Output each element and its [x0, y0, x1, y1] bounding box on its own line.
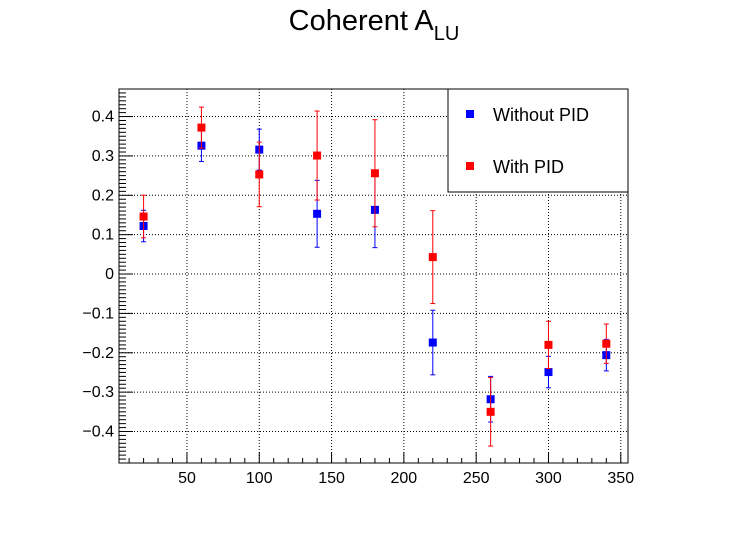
- x-tick-label: 250: [463, 470, 490, 487]
- legend-box: [447, 88, 629, 193]
- y-tick-label: 0.2: [92, 187, 114, 204]
- legend-label-with-pid: With PID: [493, 157, 564, 177]
- x-tick-labels: 50 100 150 200 250 300 350: [178, 470, 634, 487]
- x-tick-label: 200: [391, 470, 418, 487]
- legend-marker-without-pid: [466, 110, 474, 118]
- y-tick-label: 0.3: [92, 148, 114, 165]
- plot-frame: [118, 88, 629, 464]
- data-point: [428, 253, 437, 262]
- data-point: [602, 339, 611, 348]
- data-point: [255, 170, 264, 179]
- y-tick-label: 0.1: [92, 227, 114, 244]
- chart-title-subscript: LU: [434, 23, 460, 45]
- data-point: [544, 340, 553, 349]
- data-point: [370, 169, 379, 178]
- x-tick-label: 300: [535, 470, 562, 487]
- data-point: [428, 338, 437, 347]
- y-tick-label: 0.4: [92, 109, 114, 126]
- x-tick-label: 350: [607, 470, 634, 487]
- chart-title: Coherent ALU: [289, 5, 460, 45]
- y-tick-label: −0.2: [82, 345, 114, 362]
- chart-title-main: Coherent A: [289, 5, 435, 37]
- legend-label-without-pid: Without PID: [493, 105, 589, 125]
- legend: Without PID With PID: [447, 88, 629, 193]
- y-tick-label: 0: [105, 266, 114, 283]
- grid: [119, 89, 628, 463]
- y-tick-label: −0.3: [82, 384, 114, 401]
- y-tick-label: −0.4: [82, 424, 114, 441]
- data-point: [313, 209, 322, 218]
- legend-marker-with-pid: [466, 162, 474, 170]
- data-point: [486, 407, 495, 416]
- data-points: [139, 106, 611, 447]
- x-tick-label: 100: [246, 470, 273, 487]
- data-point: [313, 151, 322, 160]
- data-point: [544, 368, 553, 377]
- y-tick-labels: −0.4 −0.3 −0.2 −0.1 0 0.1 0.2 0.3 0.4: [82, 109, 114, 441]
- data-point: [197, 123, 206, 132]
- x-tick-label: 150: [318, 470, 345, 487]
- data-point: [139, 212, 148, 221]
- axis-ticks: [119, 92, 622, 463]
- series-1: [139, 106, 611, 447]
- y-tick-label: −0.1: [82, 305, 114, 322]
- x-tick-label: 50: [178, 470, 196, 487]
